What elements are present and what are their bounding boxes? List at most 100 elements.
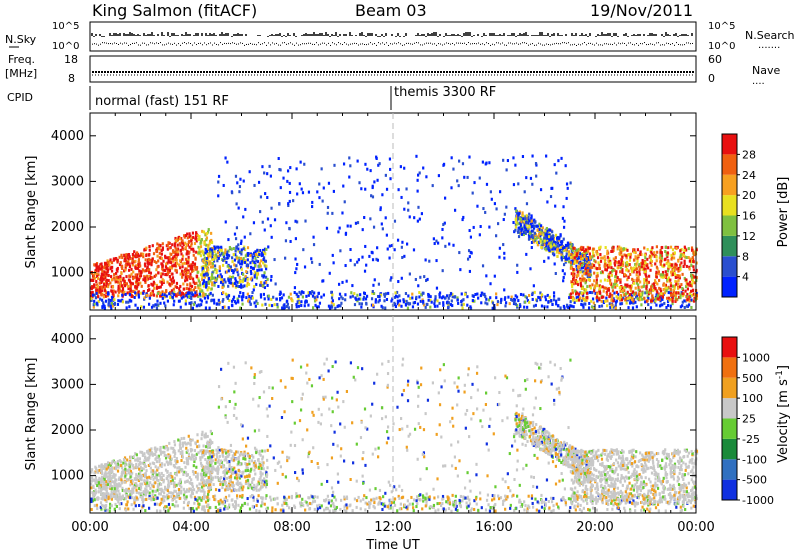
data-cell: [147, 302, 151, 306]
data-cell: [250, 272, 253, 276]
data-cell: [117, 290, 121, 294]
data-cell: [442, 295, 445, 299]
data-cell: [649, 291, 652, 295]
data-cell: [641, 267, 644, 271]
data-cell: [406, 242, 409, 246]
data-cell: [279, 168, 282, 172]
data-cell: [242, 272, 245, 276]
data-cell: [534, 224, 537, 228]
data-cell: [301, 295, 304, 299]
data-cell: [139, 470, 142, 474]
data-cell: [146, 274, 149, 278]
data-cell: [305, 294, 308, 298]
data-cell: [577, 283, 580, 287]
nsearch-dot: [314, 43, 315, 45]
data-cell: [148, 245, 151, 249]
data-cell: [385, 233, 388, 237]
data-cell: [599, 291, 602, 295]
data-cell: [349, 258, 352, 262]
data-cell: [209, 261, 212, 265]
data-cell: [238, 285, 241, 289]
data-cell: [345, 279, 348, 283]
data-cell: [582, 246, 585, 250]
data-cell: [416, 189, 419, 193]
data-cell: [203, 261, 206, 265]
data-cell: [151, 244, 154, 248]
data-cell: [563, 219, 566, 223]
data-cell: [168, 267, 171, 271]
data-cell: [400, 245, 403, 249]
data-cell: [573, 272, 576, 276]
data-cell: [532, 226, 536, 230]
data-cell: [260, 283, 263, 287]
data-cell: [195, 475, 198, 479]
data-cell: [127, 487, 130, 491]
data-cell: [150, 291, 153, 295]
data-cell: [91, 271, 94, 275]
data-cell: [417, 205, 420, 209]
nsearch-dot: [214, 42, 215, 44]
data-cell: [172, 259, 175, 263]
data-cell: [560, 258, 564, 262]
data-cell: [141, 494, 144, 498]
data-cell: [110, 275, 113, 279]
data-cell: [188, 291, 191, 295]
data-cell: [407, 301, 410, 305]
data-cell: [558, 297, 561, 301]
nsearch-dot: [456, 42, 457, 44]
data-cell: [240, 267, 243, 271]
data-cell: [523, 216, 526, 220]
data-cell: [617, 260, 621, 264]
data-cell: [192, 253, 195, 257]
data-cell: [601, 270, 604, 274]
data-cell: [363, 216, 366, 220]
data-cell: [169, 480, 173, 484]
data-cell: [138, 254, 141, 258]
nsearch-dot: [364, 44, 365, 46]
data-cell: [660, 273, 663, 277]
data-cell: [481, 264, 485, 268]
data-cell: [95, 263, 98, 267]
data-cell: [232, 295, 236, 299]
data-cell: [189, 456, 192, 460]
data-cell: [679, 305, 682, 309]
data-cell: [311, 290, 314, 294]
data-cell: [577, 295, 580, 299]
data-cell: [618, 286, 622, 290]
nsearch-dot: [378, 42, 379, 44]
data-cell: [205, 263, 208, 267]
data-cell: [131, 252, 135, 256]
nsearch-dot: [630, 42, 631, 44]
data-cell: [242, 179, 245, 183]
data-cell: [99, 297, 102, 301]
data-cell: [188, 301, 191, 305]
data-cell: [525, 296, 528, 300]
data-cell: [569, 244, 572, 248]
data-cell: [109, 464, 112, 468]
data-cell: [307, 190, 311, 194]
data-cell: [357, 297, 360, 301]
data-cell: [573, 278, 576, 282]
data-cell: [105, 267, 108, 271]
data-cell: [132, 277, 135, 281]
nsearch-dot: [570, 44, 571, 46]
data-cell: [127, 291, 131, 295]
data-cell: [185, 287, 188, 291]
data-cell: [172, 446, 175, 450]
data-cell: [671, 255, 674, 259]
data-cell: [106, 263, 110, 267]
data-cell: [663, 263, 666, 267]
data-cell: [210, 299, 213, 303]
data-cell: [167, 241, 170, 245]
data-cell: [422, 303, 426, 307]
data-cell: [625, 260, 629, 264]
nsearch-dot: [398, 42, 399, 44]
data-cell: [690, 284, 693, 288]
data-cell: [340, 295, 343, 299]
data-cell: [450, 299, 453, 303]
data-cell: [294, 271, 297, 275]
data-cell: [346, 224, 349, 228]
colorbar-tick-label: 12: [742, 230, 756, 243]
nsearch-dot: [274, 43, 275, 45]
data-cell: [650, 288, 653, 292]
